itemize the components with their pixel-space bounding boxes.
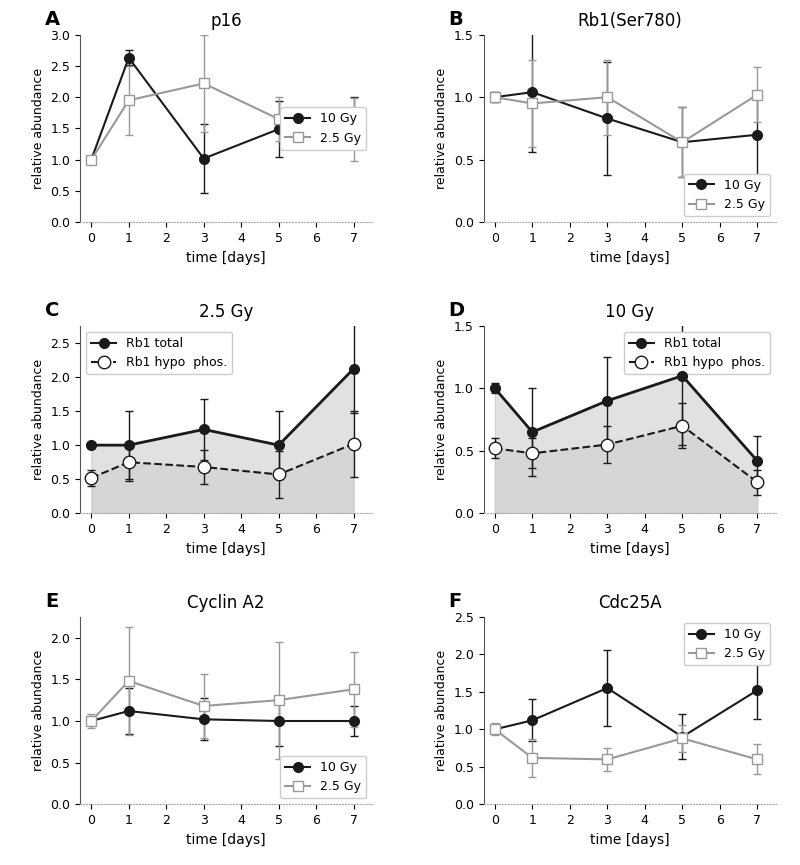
Legend: 10 Gy, 2.5 Gy: 10 Gy, 2.5 Gy — [280, 107, 366, 150]
X-axis label: time [days]: time [days] — [186, 541, 266, 555]
Y-axis label: relative abundance: relative abundance — [32, 650, 45, 771]
Text: E: E — [45, 593, 58, 612]
Legend: 10 Gy, 2.5 Gy: 10 Gy, 2.5 Gy — [684, 623, 770, 665]
X-axis label: time [days]: time [days] — [186, 251, 266, 265]
Legend: Rb1 total, Rb1 hypo  phos.: Rb1 total, Rb1 hypo phos. — [86, 332, 232, 375]
Text: F: F — [449, 593, 462, 612]
Legend: Rb1 total, Rb1 hypo  phos.: Rb1 total, Rb1 hypo phos. — [624, 332, 770, 375]
Text: D: D — [449, 301, 465, 320]
Y-axis label: relative abundance: relative abundance — [32, 68, 45, 189]
Title: Cyclin A2: Cyclin A2 — [187, 594, 265, 612]
Y-axis label: relative abundance: relative abundance — [435, 359, 448, 480]
Title: Cdc25A: Cdc25A — [598, 594, 662, 612]
Y-axis label: relative abundance: relative abundance — [435, 68, 448, 189]
Title: Rb1(Ser780): Rb1(Ser780) — [578, 12, 682, 30]
Text: B: B — [449, 10, 463, 29]
Legend: 10 Gy, 2.5 Gy: 10 Gy, 2.5 Gy — [280, 756, 366, 798]
X-axis label: time [days]: time [days] — [590, 833, 670, 847]
Text: A: A — [45, 10, 60, 29]
Y-axis label: relative abundance: relative abundance — [435, 650, 448, 771]
Title: 10 Gy: 10 Gy — [606, 304, 654, 321]
Title: p16: p16 — [210, 12, 242, 30]
X-axis label: time [days]: time [days] — [186, 833, 266, 847]
X-axis label: time [days]: time [days] — [590, 251, 670, 265]
Y-axis label: relative abundance: relative abundance — [32, 359, 45, 480]
Legend: 10 Gy, 2.5 Gy: 10 Gy, 2.5 Gy — [684, 174, 770, 216]
Title: 2.5 Gy: 2.5 Gy — [199, 304, 254, 321]
X-axis label: time [days]: time [days] — [590, 541, 670, 555]
Text: C: C — [45, 301, 59, 320]
